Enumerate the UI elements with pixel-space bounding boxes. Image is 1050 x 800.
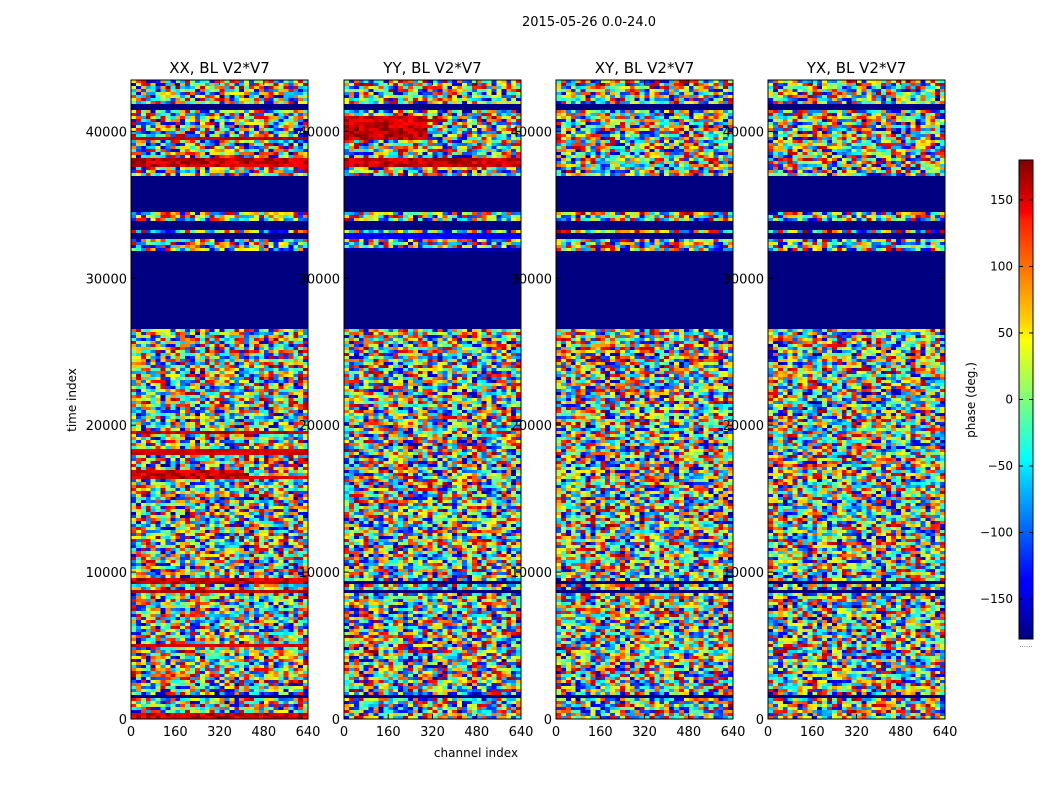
y-tick-label: 30000: [723, 272, 764, 287]
x-tick-label: 320: [207, 725, 232, 740]
panel-1: XX, BL V2*V7 0 160 320 480 640 0 10000 20000 3000…: [86, 59, 321, 740]
x-tick-label: 320: [632, 725, 657, 740]
y-tick-label: 40000: [86, 125, 127, 140]
heatmap-panels: XX, BL V2*V7 0 160 320 480 640 0 10000 20000 3000…: [86, 59, 958, 740]
colorbar: −150 −100 −50 0 50 100 150 phase (deg.) ......: [964, 159, 1034, 649]
y-tick-label: 40000: [723, 125, 764, 140]
panel-title: XY, BL V2*V7: [595, 59, 695, 77]
y-tick-label: 40000: [511, 125, 552, 140]
x-tick-label: 0: [764, 725, 772, 740]
x-tick-label: 160: [163, 725, 188, 740]
heatmap-image: [344, 80, 521, 719]
heatmap-image: [556, 80, 733, 719]
figure-title: 2015-05-26 0.0-24.0: [522, 15, 656, 30]
heatmap-image: [131, 80, 308, 719]
panel-2: YY, BL V2*V7 0 160 320 480 640 0 10000 20000 3000…: [299, 59, 534, 740]
x-tick-label: 640: [933, 725, 958, 740]
y-tick-label: 0: [332, 713, 340, 728]
colorbar-tick-label: 150: [990, 193, 1013, 207]
panel-3: XY, BL V2*V7 0 160 320 480 640 0 10000 20000 3000…: [511, 59, 746, 740]
x-tick-label: 160: [376, 725, 401, 740]
x-tick-label: 320: [844, 725, 869, 740]
x-tick-label: 640: [296, 725, 321, 740]
colorbar-ticks: −150 −100 −50 0 50 100 150: [980, 193, 1033, 606]
x-tick-label: 160: [588, 725, 613, 740]
y-tick-label: 30000: [299, 272, 340, 287]
y-tick-label: 0: [119, 713, 127, 728]
x-axis-label: channel index: [434, 746, 518, 760]
y-tick-label: 0: [756, 713, 764, 728]
x-tick-label: 480: [676, 725, 701, 740]
x-tick-label: 0: [552, 725, 560, 740]
y-tick-label: 10000: [723, 566, 764, 581]
y-tick-label: 40000: [299, 125, 340, 140]
colorbar-tick-label: −50: [988, 459, 1013, 473]
x-tick-label: 480: [888, 725, 913, 740]
x-tick-label: 480: [251, 725, 276, 740]
x-tick-label: 160: [800, 725, 825, 740]
y-axis-label: time index: [65, 368, 79, 432]
colorbar-tick-label: 0: [1005, 393, 1013, 407]
panel-title: XX, BL V2*V7: [169, 59, 270, 77]
colorbar-tick-label: 50: [998, 326, 1013, 340]
x-tick-label: 0: [340, 725, 348, 740]
colorbar-tick-label: 100: [990, 259, 1013, 273]
panel-title: YY, BL V2*V7: [382, 59, 481, 77]
colorbar-footer: ......: [1019, 641, 1032, 649]
y-tick-label: 10000: [86, 566, 127, 581]
colorbar-tick-label: −150: [980, 592, 1013, 606]
x-tick-label: 480: [464, 725, 489, 740]
colorbar-label: phase (deg.): [964, 362, 978, 438]
y-tick-label: 20000: [723, 419, 764, 434]
heatmap-image: [768, 80, 945, 719]
y-tick-label: 20000: [86, 419, 127, 434]
y-tick-label: 20000: [299, 419, 340, 434]
panel-4: YX, BL V2*V7 0 160 320 480 640 0 10000 20000 3000…: [723, 59, 958, 740]
x-tick-label: 320: [420, 725, 445, 740]
x-tick-label: 640: [721, 725, 746, 740]
panel-title: YX, BL V2*V7: [806, 59, 907, 77]
y-tick-label: 10000: [511, 566, 552, 581]
x-tick-label: 0: [127, 725, 135, 740]
y-tick-label: 30000: [86, 272, 127, 287]
y-tick-label: 10000: [299, 566, 340, 581]
y-tick-label: 0: [544, 713, 552, 728]
colorbar-tick-label: −100: [980, 526, 1013, 540]
y-tick-label: 20000: [511, 419, 552, 434]
y-tick-label: 30000: [511, 272, 552, 287]
x-tick-label: 640: [509, 725, 534, 740]
